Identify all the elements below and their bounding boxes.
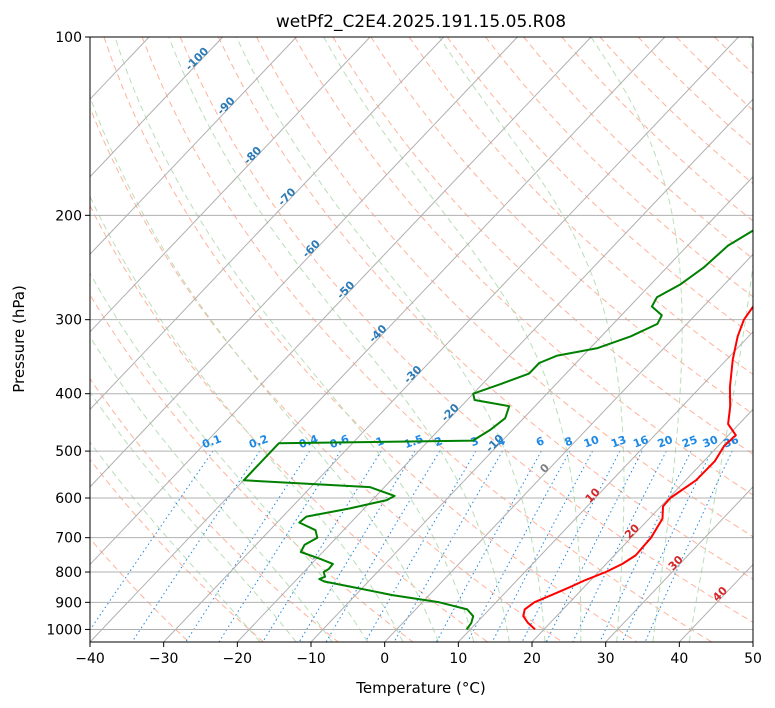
isotherm	[384, 253, 753, 642]
x-tick-label: 50	[744, 651, 762, 667]
x-tick-label: −20	[223, 651, 253, 667]
x-tick-label: 40	[670, 651, 688, 667]
isotherm	[310, 176, 753, 642]
mixing-ratio-line	[131, 450, 261, 642]
mixing-ratio-label: 4	[495, 434, 507, 449]
temperature-line	[522, 305, 753, 631]
moist-adiabat	[438, 37, 625, 642]
y-tick-label: 1000	[46, 622, 82, 638]
mixing-ratio-line	[621, 450, 712, 642]
isotherm	[605, 486, 753, 642]
dry-adiabat	[179, 37, 753, 623]
dry-adiabat	[90, 106, 563, 642]
mixing-ratio-label: 25	[680, 433, 699, 450]
y-tick-label: 700	[55, 531, 82, 547]
axes: −40 −30 −20 −10 0 10 20 30 40 5010020030040050060…	[46, 30, 762, 667]
mixing-ratio-line	[90, 450, 214, 631]
dry-adiabat	[408, 37, 753, 375]
isotherm	[90, 37, 592, 566]
x-tick-label: 10	[449, 651, 467, 667]
y-axis-label: Pressure (hPa)	[10, 285, 28, 393]
isotherm	[531, 408, 753, 642]
mixing-ratio-line	[218, 450, 341, 642]
isotherm	[90, 37, 371, 333]
x-tick-label: 30	[597, 651, 615, 667]
x-tick-label: 20	[523, 651, 541, 667]
mixing-ratio-line	[325, 450, 441, 642]
moist-adiabat	[688, 37, 753, 642]
dry-adiabat	[141, 37, 712, 642]
y-tick-label: 900	[55, 595, 82, 611]
moist-adiabat	[590, 37, 683, 642]
mixing-ratio-label: 0.4	[297, 432, 320, 451]
dry-adiabat	[446, 37, 753, 336]
moist-adiabat	[114, 37, 475, 642]
y-tick-label: 400	[55, 387, 82, 403]
dry-adiabat	[103, 37, 638, 642]
y-tick-label: 300	[55, 313, 82, 329]
dry-adiabat	[370, 37, 753, 415]
mixing-ratio-label: 36	[722, 433, 741, 451]
mixing-ratio-label: 13	[609, 433, 628, 450]
moist-adiabat	[90, 335, 333, 642]
mixing-ratio-line	[545, 450, 643, 642]
x-tick-label: −40	[75, 651, 105, 667]
mixing-ratio-line	[467, 450, 571, 642]
mixing-ratio-label: 20	[656, 433, 675, 451]
moist-adiabat	[90, 441, 261, 642]
mixing-ratio-line	[393, 450, 503, 642]
dry-adiabat	[90, 458, 264, 642]
x-tick-label: 0	[380, 651, 389, 667]
y-tick-label: 800	[55, 565, 82, 581]
mixing-ratio-line	[521, 450, 621, 642]
moist-adiabat	[90, 272, 369, 642]
dewpoint-line	[242, 229, 753, 630]
isotherm	[90, 37, 518, 488]
dry-adiabat	[217, 37, 753, 580]
y-tick-label: 200	[55, 208, 82, 224]
mixing-ratio-line	[364, 450, 477, 642]
x-axis-label: Temperature (°C)	[355, 679, 485, 697]
mixing-ratio-line	[491, 450, 594, 642]
mixing-ratio-label: 0.2	[247, 432, 270, 451]
mixing-ratio-label: 6	[534, 434, 546, 449]
mixing-ratio-label: 16	[631, 433, 650, 451]
isotherm	[236, 98, 753, 642]
mixing-ratio-label: 8	[563, 434, 575, 449]
mixing-ratio-label: 0.1	[200, 432, 223, 451]
isotherm	[163, 37, 739, 642]
isotherm	[90, 37, 445, 411]
grid-lines	[90, 37, 753, 642]
y-tick-label: 600	[55, 491, 82, 507]
isotherm	[457, 331, 753, 642]
moist-adiabat	[90, 195, 404, 642]
dry-adiabat	[90, 204, 488, 642]
moist-adiabat	[168, 37, 510, 642]
chart-title: wetPf2_C2E4.2025.191.15.05.R08	[276, 12, 566, 32]
isotherm	[90, 37, 297, 256]
mixing-ratio-label: 30	[701, 433, 720, 451]
data-series	[242, 229, 753, 631]
isotherm	[90, 37, 666, 642]
plot-frame	[89, 36, 754, 643]
mixing-ratio-line	[435, 450, 542, 642]
mixing-ratio-label: 3	[469, 434, 481, 449]
mixing-ratio-line	[599, 450, 692, 642]
y-tick-label: 100	[55, 30, 82, 46]
isotherm	[90, 37, 224, 178]
x-tick-label: −30	[149, 651, 179, 667]
mixing-ratio-label: 10	[582, 433, 601, 451]
moist-adiabat	[90, 391, 297, 642]
y-tick-label: 500	[55, 444, 82, 460]
x-tick-label: −10	[296, 651, 326, 667]
